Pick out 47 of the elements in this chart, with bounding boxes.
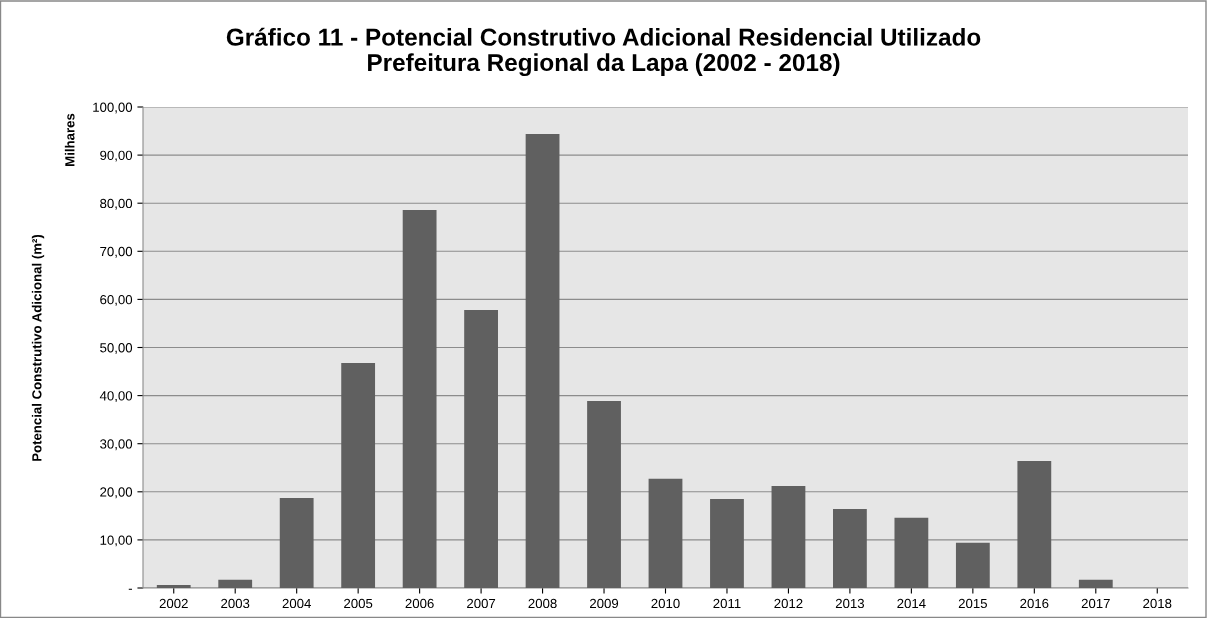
y-tick-label: 100,00 — [93, 102, 133, 114]
bar — [1078, 579, 1113, 588]
chart-title: Gráfico 11 - Potencial Construtivo Adicional Residencial Utilizado Prefeitura Regional da Lapa (2002 - 2018) — [226, 27, 981, 77]
x-tick-label: 2011 — [713, 598, 741, 609]
bar — [587, 400, 621, 588]
bar — [894, 517, 929, 588]
y-tick-label: 30,00 — [100, 439, 133, 451]
x-tick-label: 2013 — [835, 598, 865, 609]
x-tick-label: 2014 — [897, 598, 926, 609]
bar — [341, 362, 376, 588]
bar — [279, 498, 314, 588]
bar — [402, 209, 437, 588]
y-axis-title: Potencial Construtivo Adicional (m²) — [31, 234, 45, 461]
y-tick-label: - — [128, 588, 132, 590]
x-tick-label: 2004 — [282, 598, 311, 609]
bar — [218, 579, 253, 588]
y-tick-label: 80,00 — [100, 198, 133, 210]
y-tick-label: 40,00 — [99, 391, 133, 403]
x-tick-label: 2008 — [528, 598, 557, 609]
bar — [833, 509, 867, 588]
x-tick-label: 2015 — [958, 598, 987, 609]
y-tick-label: 50,00 — [100, 343, 133, 354]
y-tick-label: 70,00 — [100, 246, 133, 258]
x-tick-label: 2018 — [1143, 598, 1172, 609]
bar — [525, 133, 560, 588]
x-tick-label: 2010 — [651, 598, 680, 609]
x-tick-label: 2017 — [1081, 598, 1110, 609]
x-tick-label: 2009 — [590, 598, 619, 609]
bar — [710, 499, 744, 588]
bar — [156, 585, 191, 588]
x-tick-label: 2007 — [467, 598, 496, 609]
bar — [771, 486, 806, 588]
x-tick-label: 2002 — [159, 598, 188, 609]
y-tick-label: 10,00 — [100, 535, 133, 547]
x-tick-label: 2016 — [1020, 598, 1049, 609]
x-tick-label: 2006 — [405, 598, 434, 609]
bar — [648, 478, 683, 588]
y-tick-label: 90,00 — [100, 150, 133, 162]
text: Milhares — [64, 113, 75, 166]
y-tick-label: 60,00 — [100, 294, 133, 306]
y-tick-label: 20,00 — [100, 487, 133, 499]
x-tick-label: 2012 — [774, 598, 803, 609]
bar — [955, 542, 990, 588]
bar — [464, 309, 498, 588]
bar — [1017, 461, 1052, 588]
x-tick-label: 2005 — [344, 598, 373, 609]
x-tick-label: 2003 — [221, 598, 250, 609]
